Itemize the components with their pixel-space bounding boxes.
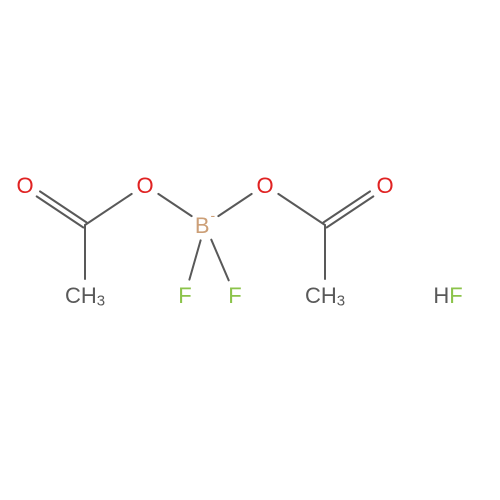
atom-B_center: B- (195, 207, 216, 237)
atom-CH3_right: CH3 (305, 283, 345, 310)
atoms-group: O O CH3 B- F F O O CH3 HF (16, 173, 462, 310)
atom-F_right: F (228, 283, 241, 308)
atom-O_top_right: O (256, 173, 273, 198)
atom-O_dbl_left: O (16, 173, 33, 198)
atom-O_top_left: O (136, 173, 153, 198)
atom-CH3_left: CH3 (65, 283, 105, 310)
atom-O_dbl_right: O (376, 173, 393, 198)
molecule-diagram: O O CH3 B- F F O O CH3 HF (0, 0, 500, 500)
atom-F_left: F (178, 283, 191, 308)
atom-HF: HF (433, 283, 462, 308)
